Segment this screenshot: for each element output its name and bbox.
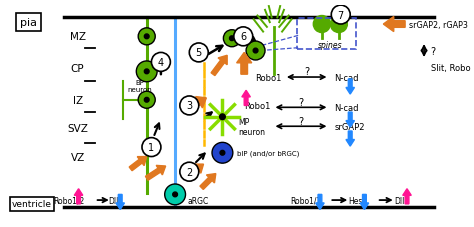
Text: SVZ: SVZ [67,123,88,133]
Text: MZ: MZ [70,32,86,42]
Text: srGAP2, rGAP3: srGAP2, rGAP3 [409,20,468,30]
Text: pia: pia [20,18,37,28]
Circle shape [189,44,208,63]
Circle shape [219,114,225,120]
Polygon shape [186,97,206,112]
Text: Dll1: Dll1 [395,196,410,205]
Text: 2: 2 [186,167,192,177]
Text: aRGC: aRGC [187,196,209,205]
Text: Hes1: Hes1 [348,196,367,205]
Polygon shape [346,131,355,146]
Polygon shape [403,189,411,204]
Text: Robo1/2: Robo1/2 [54,196,85,205]
Text: ?: ? [299,97,303,107]
Circle shape [234,28,253,47]
Circle shape [253,49,258,54]
Text: bIP (and/or bRGC): bIP (and/or bRGC) [237,150,299,156]
Text: ventricle: ventricle [12,200,52,208]
Polygon shape [316,195,324,210]
Text: ?: ? [304,67,309,77]
Circle shape [330,16,347,33]
Circle shape [180,96,199,115]
Text: Robo1/2: Robo1/2 [290,196,321,205]
Text: VZ: VZ [71,152,85,162]
Circle shape [229,37,234,41]
Text: ?: ? [431,46,436,56]
Text: 1: 1 [148,143,155,152]
Text: Robo1: Robo1 [255,73,282,82]
Polygon shape [146,166,165,180]
Circle shape [212,143,233,163]
Text: srGAP2: srGAP2 [334,122,365,131]
Text: MP
neuron: MP neuron [238,117,265,136]
Text: spines: spines [318,41,343,50]
Text: N-cad: N-cad [334,103,359,112]
Circle shape [180,163,199,181]
Text: Dll1: Dll1 [108,196,123,205]
Text: CP: CP [71,63,84,73]
Text: IZ: IZ [73,95,82,105]
Polygon shape [211,56,227,76]
Circle shape [164,184,185,205]
Polygon shape [237,53,252,75]
Text: 7: 7 [337,10,344,20]
Circle shape [142,138,161,157]
Polygon shape [346,113,355,128]
Circle shape [137,62,157,82]
Text: 6: 6 [240,32,246,42]
Circle shape [331,6,350,25]
Polygon shape [242,91,250,106]
Text: 4: 4 [158,58,164,68]
Text: 5: 5 [196,48,202,58]
Circle shape [138,29,155,46]
Text: Slit, Robo: Slit, Robo [431,64,470,73]
Circle shape [223,31,240,47]
Circle shape [145,35,149,39]
Polygon shape [346,80,355,95]
Polygon shape [200,174,216,190]
Circle shape [138,92,155,109]
Text: ?: ? [299,116,303,126]
Circle shape [152,53,170,72]
Polygon shape [360,195,369,210]
Circle shape [246,42,265,61]
Text: BP
neuron: BP neuron [128,80,153,93]
Circle shape [173,192,177,197]
Circle shape [145,98,149,103]
Polygon shape [116,195,125,210]
Circle shape [220,151,225,155]
Text: Robo1: Robo1 [244,101,271,111]
Polygon shape [183,164,203,180]
Circle shape [313,16,330,33]
Text: 3: 3 [186,101,192,111]
Polygon shape [129,157,147,171]
Polygon shape [383,17,405,32]
Text: N-cad: N-cad [334,73,359,82]
Polygon shape [74,189,83,204]
Circle shape [145,70,149,74]
